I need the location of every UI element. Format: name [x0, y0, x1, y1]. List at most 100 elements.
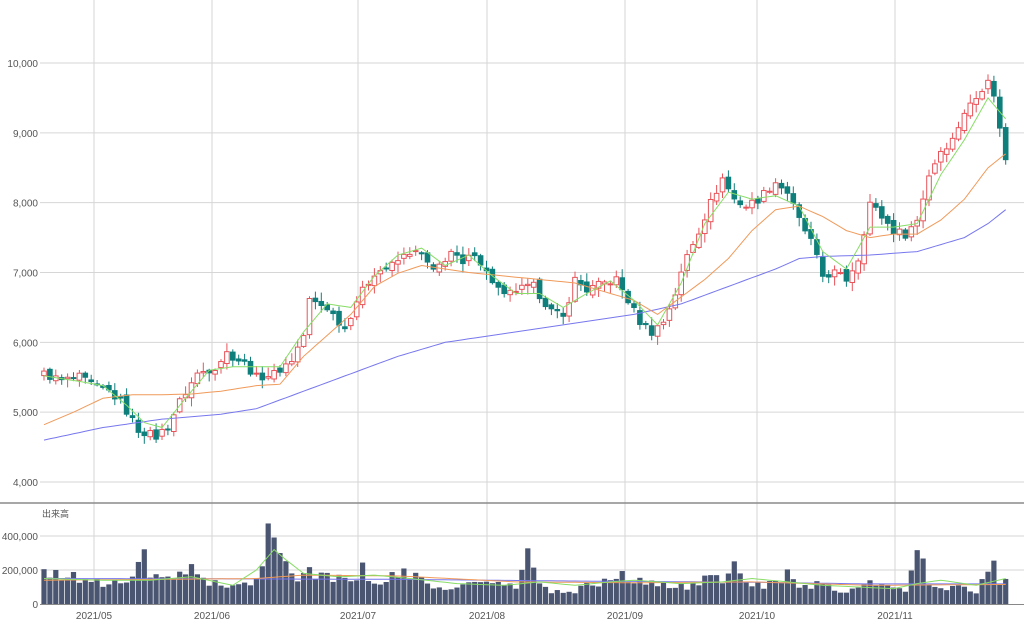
volume-bar	[371, 583, 377, 604]
volume-bar	[920, 558, 926, 604]
candle-body	[41, 370, 47, 377]
candlestick	[348, 316, 354, 331]
candlestick	[330, 307, 336, 321]
candle-body	[300, 335, 307, 347]
candle-body	[312, 297, 319, 303]
month-tick-label: 2021/09	[607, 611, 644, 622]
candle-body	[82, 372, 89, 378]
ma-short-line	[43, 97, 1007, 429]
candlestick	[235, 354, 242, 366]
candle-body	[165, 428, 171, 431]
candlestick	[82, 371, 89, 384]
candlestick	[749, 192, 755, 215]
volume-bar	[572, 593, 578, 604]
candle-body	[548, 304, 555, 310]
volume-bar	[424, 583, 431, 604]
candlestick	[825, 270, 832, 284]
volume-bar	[124, 582, 130, 604]
candlestick	[932, 159, 938, 176]
candlestick	[702, 213, 708, 243]
volume-bar	[537, 583, 543, 604]
candle-body	[200, 371, 207, 374]
candle-body	[283, 363, 289, 374]
volume-bar	[507, 583, 513, 604]
volume-bar	[41, 569, 47, 604]
candle-body	[761, 190, 767, 202]
candle-body	[654, 325, 661, 337]
candlestick	[648, 317, 655, 341]
volume-bar	[259, 566, 265, 604]
candle-body	[943, 148, 950, 155]
volume-bar	[88, 581, 94, 604]
volume-bar	[224, 587, 230, 604]
candle-body	[530, 281, 537, 288]
price-tick-label: 9,000	[13, 129, 38, 140]
volume-bar	[336, 574, 342, 604]
candle-body	[235, 358, 242, 362]
candle-body	[389, 261, 395, 272]
candle-body	[454, 252, 460, 256]
volume-bar	[153, 574, 159, 604]
candlestick	[707, 192, 714, 230]
volume-bar	[389, 572, 395, 604]
volume-bar	[324, 572, 330, 604]
candle-body	[448, 250, 454, 262]
volume-bar	[660, 582, 667, 604]
volume-bar	[301, 573, 307, 604]
candlestick	[542, 295, 549, 310]
candlestick	[873, 198, 879, 212]
volume-bar	[696, 585, 702, 604]
candle-body	[412, 250, 419, 253]
candlestick	[306, 296, 313, 339]
volume-bar	[784, 569, 790, 604]
candlestick	[548, 302, 555, 316]
candlestick	[867, 194, 873, 236]
volume-bar	[312, 579, 318, 604]
volume-bar	[365, 581, 372, 604]
volume-bar	[531, 567, 537, 604]
candle-body	[967, 102, 974, 117]
month-tick-label: 2021/11	[877, 611, 913, 622]
volume-bar	[82, 579, 88, 604]
volume-bar	[94, 578, 100, 604]
volume-bar	[206, 585, 212, 604]
candle-body	[224, 351, 230, 365]
candle-body	[566, 302, 572, 317]
volume-bar	[719, 583, 726, 604]
volume-bar	[242, 582, 248, 604]
candle-body	[737, 200, 744, 206]
price-tick-label: 6,000	[13, 338, 38, 349]
volume-bar	[129, 576, 136, 604]
candle-body	[117, 396, 124, 399]
candle-body	[861, 234, 867, 265]
candle-body	[129, 415, 136, 419]
volume-bar	[495, 581, 501, 604]
candle-body	[631, 303, 637, 308]
volume-bar	[902, 591, 908, 604]
candle-body	[560, 312, 567, 317]
volume-bar	[625, 582, 631, 604]
candlestick	[412, 245, 419, 256]
volume-bar	[926, 584, 932, 604]
volume-bar	[820, 583, 826, 604]
volume-bar	[472, 581, 478, 604]
candle-body	[495, 281, 502, 288]
price-tick-label: 10,000	[7, 59, 38, 70]
volume-ma-short-line	[43, 548, 1006, 590]
candle-body	[330, 310, 336, 315]
volume-bar	[808, 588, 814, 604]
volume-bar	[135, 561, 141, 604]
candle-body	[849, 270, 856, 284]
candlestick	[212, 368, 218, 381]
candle-body	[277, 367, 283, 373]
candlestick	[530, 278, 537, 294]
candle-body	[743, 206, 749, 209]
candle-body	[837, 272, 844, 275]
candle-body	[135, 419, 142, 433]
candle-body	[342, 326, 348, 330]
volume-bar	[914, 550, 920, 604]
candle-body	[879, 206, 885, 219]
candle-body	[88, 379, 95, 383]
month-tick-label: 2021/05	[76, 611, 113, 622]
volume-bar	[289, 573, 295, 604]
